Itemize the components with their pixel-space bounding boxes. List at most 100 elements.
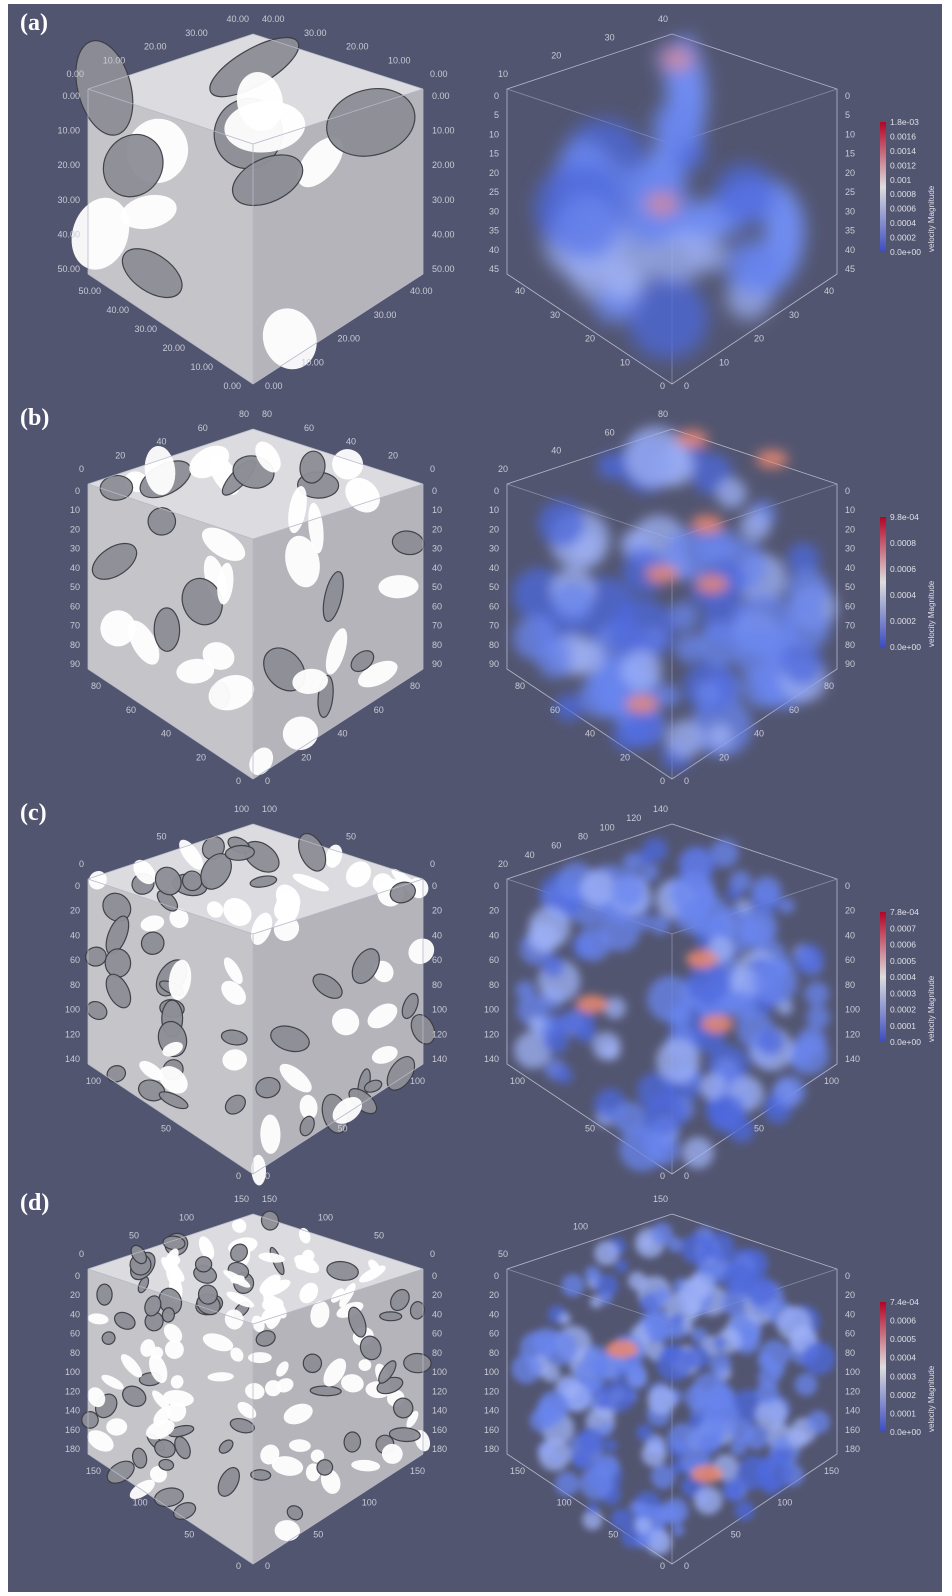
axis-tick-label: 0 <box>660 381 665 391</box>
pore-region <box>154 866 182 896</box>
solid-grain <box>274 1520 300 1542</box>
axis-tick-label: 10.00 <box>190 362 213 372</box>
axis-tick-label: 0 <box>845 881 850 891</box>
velocity-blob <box>783 603 831 651</box>
colorbar-tick-label: 0.0001 <box>890 1021 916 1031</box>
colorbar-tick-label: 0.0014 <box>890 146 916 156</box>
colorbar-tick-label: 0.001 <box>890 175 912 185</box>
solid-grain <box>207 1372 234 1382</box>
pore-region <box>363 1079 383 1093</box>
velocity-blob <box>735 629 787 681</box>
axis-tick-label: 50 <box>346 832 356 842</box>
pore-region <box>316 1459 334 1476</box>
pore-region <box>101 1331 116 1345</box>
velocity-blob <box>804 981 830 1007</box>
velocity-blob <box>692 1419 725 1452</box>
colorbar-tick-label: 0.0002 <box>890 1390 916 1400</box>
axis-tick-label: 10 <box>489 505 499 515</box>
velocity-blob <box>658 684 681 707</box>
axis-tick-label: 80 <box>489 1348 499 1358</box>
axis-tick-label: 120 <box>626 813 641 823</box>
axis-tick-label: 80 <box>845 1348 855 1358</box>
high-velocity-spot <box>686 950 718 968</box>
axis-tick-label: 10 <box>620 357 630 367</box>
solid-grain <box>372 873 393 894</box>
velocity-blob <box>580 870 616 906</box>
pore-region <box>91 542 138 580</box>
pore-region <box>220 1029 248 1046</box>
pore-region <box>312 973 343 999</box>
axis-tick-label: 60 <box>432 601 442 611</box>
axis-tick-label: 0 <box>845 486 850 496</box>
solid-grain <box>100 610 136 647</box>
axis-tick-label: 140 <box>845 1406 860 1416</box>
pore-region <box>297 832 327 872</box>
velocity-blob <box>773 1075 806 1108</box>
axis-tick-label: 80 <box>432 1348 442 1358</box>
axis-tick-label: 30 <box>70 544 80 554</box>
pore-region <box>392 1397 414 1419</box>
pore-structure-cube: 80 60 40 20 0 80 60 40 20 0 0 10 20 30 40 50 60 70 80 90 0 10… <box>70 409 442 786</box>
pore-region <box>113 1311 136 1330</box>
cube-edge <box>252 1268 424 1325</box>
axis-tick-label: 0 <box>265 1171 270 1181</box>
velocity-blob <box>584 1265 601 1282</box>
axis-tick-label: 30 <box>489 544 499 554</box>
axis-tick-label: 0 <box>684 381 689 391</box>
axis-tick-label: 100 <box>410 1076 425 1086</box>
axis-tick-label: 20 <box>498 859 508 869</box>
velocity-blob <box>781 643 824 685</box>
axis-tick-label: 30 <box>550 310 560 320</box>
velocity-blob <box>774 957 793 976</box>
axis-tick-label: 100 <box>432 1005 447 1015</box>
pore-region <box>322 570 344 623</box>
solid-grain <box>260 1444 280 1465</box>
velocity-blob <box>585 1378 601 1394</box>
axis-tick-label: 10 <box>845 129 855 139</box>
high-velocity-spot <box>626 695 658 713</box>
cube-edge <box>252 878 424 935</box>
solid-grain <box>330 1288 345 1303</box>
velocity-blob <box>646 1529 672 1556</box>
axis-tick-label: 40.00 <box>106 305 129 315</box>
axis-tick-label: 0 <box>265 1561 270 1571</box>
axis-tick-label: 100 <box>573 1222 588 1232</box>
axis-tick-label: 50 <box>313 1529 323 1539</box>
colorbar-tick-label: 0.0002 <box>890 1005 916 1015</box>
axis-tick-label: 80 <box>824 681 834 691</box>
velocity-blob <box>707 723 733 750</box>
solid-grain <box>88 870 107 890</box>
solid-grain <box>323 1358 347 1387</box>
colorbar-gradient <box>880 1302 886 1432</box>
axis-tick-label: 120 <box>845 1386 860 1396</box>
cube-edge <box>252 1213 424 1270</box>
axis-tick-label: 0 <box>494 486 499 496</box>
axis-tick-label: 0 <box>660 1561 665 1571</box>
axis-tick-label: 80 <box>262 409 272 419</box>
axis-tick-label: 50.00 <box>57 264 80 274</box>
velocity-blob <box>602 259 640 297</box>
velocity-blob <box>713 1336 726 1350</box>
axis-tick-label: 80 <box>410 681 420 691</box>
axis-tick-label: 0 <box>236 1561 241 1571</box>
colorbar-min-label: 0.0e+00 <box>890 247 921 257</box>
axis-tick-label: 90 <box>70 659 80 669</box>
axis-tick-label: 140 <box>845 1054 860 1064</box>
axis-tick-label: 20.00 <box>338 334 361 344</box>
velocity-blob <box>691 1327 707 1343</box>
colorbar-tick-label: 0.0001 <box>890 1408 916 1418</box>
pore-region <box>224 1094 246 1115</box>
velocity-blob <box>806 1410 830 1434</box>
velocity-volume: 40 30 20 10 0 5 10 15 20 25 30 35 40 45 0 5 10 15 20 25 30 35… <box>489 14 936 391</box>
axis-tick-label: 35 <box>845 226 855 236</box>
high-velocity-spot <box>701 1015 733 1033</box>
axis-tick-label: 140 <box>432 1054 447 1064</box>
cube-edge <box>87 823 254 880</box>
panel-label: (a) <box>20 10 48 36</box>
axis-tick-label: 10.00 <box>57 126 80 136</box>
pore-region <box>347 1306 367 1338</box>
axis-tick-label: 5 <box>845 110 850 120</box>
colorbar-tick-label: 0.0005 <box>890 956 916 966</box>
velocity-blob <box>720 1289 747 1316</box>
panel-b: (b) 80 60 40 20 0 80 60 40 20 0 0 10 20 30 40 50 60 70 80 90… <box>8 399 942 794</box>
